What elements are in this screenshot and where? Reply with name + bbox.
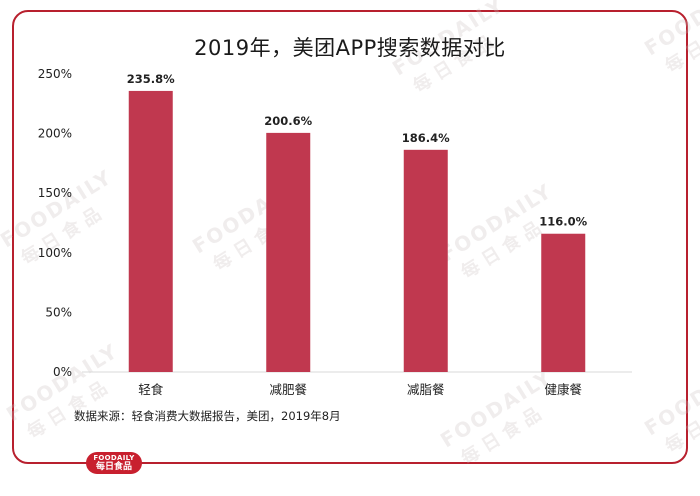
bar (266, 132, 311, 372)
y-tick-label: 200% (38, 127, 72, 141)
chart-title: 2019年，美团APP搜索数据对比 (194, 36, 506, 60)
y-tick-label: 250% (38, 67, 72, 81)
data-label: 186.4% (402, 131, 450, 145)
y-tick-label: 150% (38, 186, 72, 200)
brand-logo: FOODAILY 每日食品 (86, 452, 142, 474)
brand-name-en: FOODAILY (93, 454, 135, 462)
x-tick-label: 健康餐 (544, 382, 582, 397)
brand-name-cn: 每日食品 (95, 462, 132, 472)
bar (128, 90, 173, 373)
bar (403, 149, 448, 372)
bar (541, 233, 586, 372)
data-label: 235.8% (127, 72, 175, 86)
data-label: 200.6% (264, 114, 312, 128)
data-label: 116.0% (539, 215, 587, 229)
y-tick-label: 0% (53, 365, 72, 379)
x-tick-label: 减脂餐 (407, 382, 445, 397)
y-tick-label: 100% (38, 246, 72, 260)
y-tick-label: 50% (45, 305, 72, 319)
source-note: 数据来源：轻食消费大数据报告，美团，2019年8月 (74, 409, 341, 423)
x-tick-label: 减肥餐 (269, 382, 307, 397)
x-tick-label: 轻食 (138, 382, 164, 397)
